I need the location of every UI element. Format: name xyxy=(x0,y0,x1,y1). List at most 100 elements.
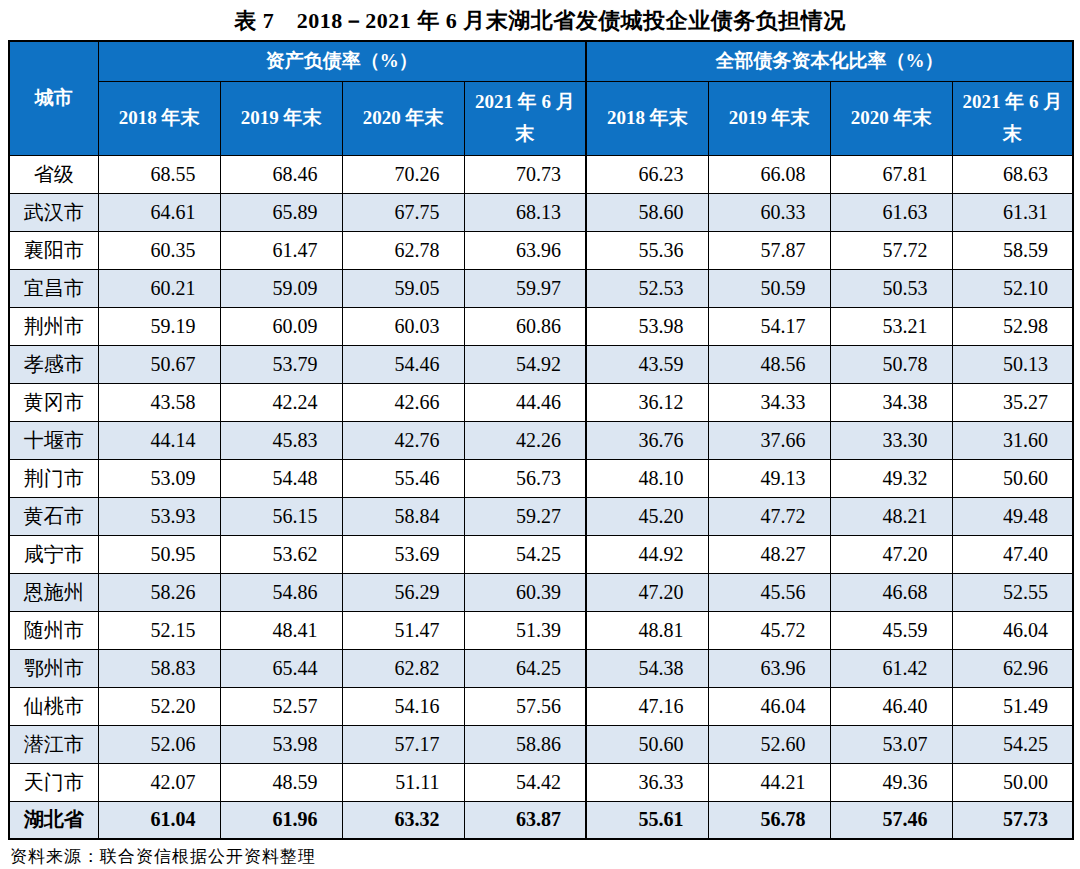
value-cell: 50.60 xyxy=(586,725,708,763)
value-cell: 45.56 xyxy=(708,573,830,611)
value-cell: 62.96 xyxy=(952,649,1073,687)
value-cell: 51.39 xyxy=(464,611,586,649)
subheader-alr-2021h1: 2021 年 6 月末 xyxy=(464,81,586,155)
value-cell: 55.46 xyxy=(342,459,464,497)
value-cell: 44.14 xyxy=(98,421,220,459)
value-cell: 47.16 xyxy=(586,687,708,725)
group-header-row: 城市 资产负债率（%） 全部债务资本化比率（%） xyxy=(9,41,1073,81)
subheader-dcr-2021h1: 2021 年 6 月末 xyxy=(952,81,1073,155)
group-header-asset-liability-ratio: 资产负债率（%） xyxy=(98,41,586,81)
group-header-debt-capitalization-ratio: 全部债务资本化比率（%） xyxy=(586,41,1073,81)
value-cell: 61.04 xyxy=(98,801,220,839)
table-row: 宜昌市60.2159.0959.0559.9752.5350.5950.5352… xyxy=(9,269,1073,307)
value-cell: 67.75 xyxy=(342,193,464,231)
value-cell: 66.08 xyxy=(708,155,830,193)
value-cell: 54.16 xyxy=(342,687,464,725)
value-cell: 36.33 xyxy=(586,763,708,801)
value-cell: 70.26 xyxy=(342,155,464,193)
value-cell: 52.53 xyxy=(586,269,708,307)
value-cell: 50.67 xyxy=(98,345,220,383)
subheader-alr-2020: 2020 年末 xyxy=(342,81,464,155)
value-cell: 47.72 xyxy=(708,497,830,535)
value-cell: 50.13 xyxy=(952,345,1073,383)
value-cell: 65.44 xyxy=(220,649,342,687)
value-cell: 54.17 xyxy=(708,307,830,345)
value-cell: 58.59 xyxy=(952,231,1073,269)
value-cell: 51.47 xyxy=(342,611,464,649)
table-row: 恩施州58.2654.8656.2960.3947.2045.5646.6852… xyxy=(9,573,1073,611)
city-cell: 襄阳市 xyxy=(9,231,98,269)
city-cell: 十堰市 xyxy=(9,421,98,459)
value-cell: 49.36 xyxy=(830,763,952,801)
value-cell: 50.59 xyxy=(708,269,830,307)
value-cell: 49.13 xyxy=(708,459,830,497)
value-cell: 65.89 xyxy=(220,193,342,231)
value-cell: 50.60 xyxy=(952,459,1073,497)
value-cell: 34.33 xyxy=(708,383,830,421)
value-cell: 54.42 xyxy=(464,763,586,801)
source-note: 资料来源：联合资信根据公开资料整理 xyxy=(10,845,1080,868)
value-cell: 60.03 xyxy=(342,307,464,345)
value-cell: 36.76 xyxy=(586,421,708,459)
value-cell: 63.32 xyxy=(342,801,464,839)
value-cell: 33.30 xyxy=(830,421,952,459)
city-cell: 武汉市 xyxy=(9,193,98,231)
value-cell: 42.76 xyxy=(342,421,464,459)
city-cell: 湖北省 xyxy=(9,801,98,839)
city-cell: 咸宁市 xyxy=(9,535,98,573)
debt-burden-table: 城市 资产负债率（%） 全部债务资本化比率（%） 2018 年末 2019 年末… xyxy=(8,40,1074,840)
value-cell: 63.96 xyxy=(464,231,586,269)
subheader-dcr-2020: 2020 年末 xyxy=(830,81,952,155)
value-cell: 62.78 xyxy=(342,231,464,269)
city-cell: 宜昌市 xyxy=(9,269,98,307)
city-column-header: 城市 xyxy=(9,41,98,155)
value-cell: 53.93 xyxy=(98,497,220,535)
value-cell: 52.98 xyxy=(952,307,1073,345)
subheader-alr-2018: 2018 年末 xyxy=(98,81,220,155)
value-cell: 42.66 xyxy=(342,383,464,421)
city-cell: 省级 xyxy=(9,155,98,193)
value-cell: 58.84 xyxy=(342,497,464,535)
value-cell: 54.25 xyxy=(464,535,586,573)
value-cell: 48.81 xyxy=(586,611,708,649)
value-cell: 68.55 xyxy=(98,155,220,193)
value-cell: 61.47 xyxy=(220,231,342,269)
value-cell: 51.49 xyxy=(952,687,1073,725)
value-cell: 48.10 xyxy=(586,459,708,497)
table-row: 武汉市64.6165.8967.7568.1358.6060.3361.6361… xyxy=(9,193,1073,231)
value-cell: 56.73 xyxy=(464,459,586,497)
value-cell: 54.48 xyxy=(220,459,342,497)
value-cell: 54.86 xyxy=(220,573,342,611)
value-cell: 58.86 xyxy=(464,725,586,763)
city-cell: 孝感市 xyxy=(9,345,98,383)
value-cell: 31.60 xyxy=(952,421,1073,459)
value-cell: 59.27 xyxy=(464,497,586,535)
value-cell: 44.46 xyxy=(464,383,586,421)
value-cell: 59.05 xyxy=(342,269,464,307)
table-title: 表 7 2018－2021 年 6 月末湖北省发债城投企业债务负担情况 xyxy=(0,0,1080,36)
value-cell: 60.35 xyxy=(98,231,220,269)
table-row: 十堰市44.1445.8342.7642.2636.7637.6633.3031… xyxy=(9,421,1073,459)
value-cell: 63.87 xyxy=(464,801,586,839)
value-cell: 52.06 xyxy=(98,725,220,763)
value-cell: 56.15 xyxy=(220,497,342,535)
value-cell: 58.60 xyxy=(586,193,708,231)
value-cell: 57.56 xyxy=(464,687,586,725)
value-cell: 48.59 xyxy=(220,763,342,801)
value-cell: 57.17 xyxy=(342,725,464,763)
value-cell: 50.95 xyxy=(98,535,220,573)
value-cell: 60.21 xyxy=(98,269,220,307)
value-cell: 49.48 xyxy=(952,497,1073,535)
city-cell: 随州市 xyxy=(9,611,98,649)
value-cell: 70.73 xyxy=(464,155,586,193)
value-cell: 48.27 xyxy=(708,535,830,573)
value-cell: 57.87 xyxy=(708,231,830,269)
value-cell: 62.82 xyxy=(342,649,464,687)
table-row: 湖北省61.0461.9663.3263.8755.6156.7857.4657… xyxy=(9,801,1073,839)
value-cell: 50.00 xyxy=(952,763,1073,801)
value-cell: 50.78 xyxy=(830,345,952,383)
value-cell: 61.96 xyxy=(220,801,342,839)
value-cell: 53.62 xyxy=(220,535,342,573)
value-cell: 42.07 xyxy=(98,763,220,801)
value-cell: 59.97 xyxy=(464,269,586,307)
